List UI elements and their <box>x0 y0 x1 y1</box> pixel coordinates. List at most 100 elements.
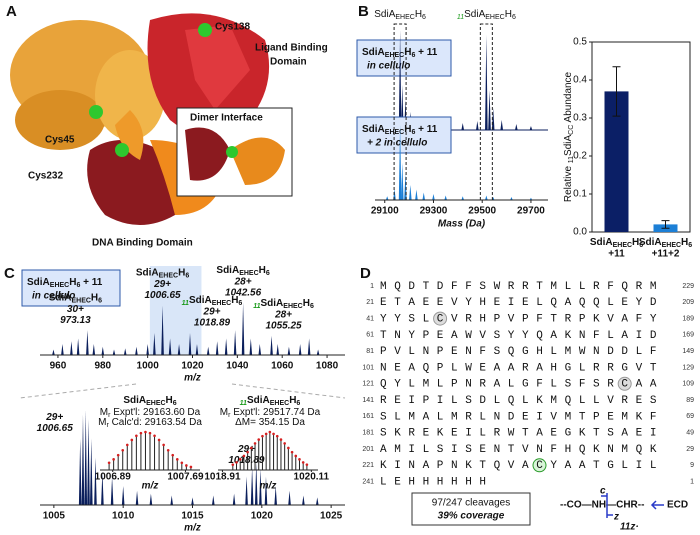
peak <box>168 338 172 355</box>
peak <box>510 197 513 200</box>
x-tick-label: 1006.89 <box>95 472 132 483</box>
sequence: YYSLCVRHPVPFTRPKVAFY <box>380 314 664 326</box>
isotope-dot <box>130 438 134 442</box>
peak <box>52 349 55 355</box>
residue-end: 89 <box>686 397 694 404</box>
structure-label: Domain <box>270 57 307 68</box>
y-tick-label: 0.2 <box>573 151 587 162</box>
peak <box>61 344 64 355</box>
label-part: SdiA <box>464 9 485 20</box>
summary: 97/247 cleavages <box>432 498 510 509</box>
x-axis-label: m/z <box>184 373 201 384</box>
label-subscript: EHEC <box>613 242 632 249</box>
isotope-dot <box>153 434 156 438</box>
sample-box <box>356 39 452 77</box>
residue-circle <box>433 311 448 326</box>
peak <box>264 476 268 505</box>
isotope-dot <box>264 432 268 436</box>
panel-label: C <box>4 265 15 282</box>
sample-label-line2: + 2 in cellulo <box>367 138 427 149</box>
isotope-dot <box>301 461 305 464</box>
info-line: Mr Expt'l: 29163.60 Da <box>100 407 201 419</box>
label-subscript: 6 <box>411 129 415 136</box>
y-tick-label: 0.0 <box>573 227 587 238</box>
isotope-dot <box>294 454 298 458</box>
structure-label: Cys138 <box>215 22 250 33</box>
label-part: M <box>100 407 108 418</box>
peak <box>270 335 273 355</box>
label-part: SdiA <box>563 134 574 155</box>
panel-label: A <box>6 3 17 20</box>
label-part: H <box>69 277 76 288</box>
residue-start: 61 <box>366 332 374 339</box>
peak <box>274 486 277 505</box>
label-subscript: r <box>228 412 231 419</box>
peak-mz: 1055.25 <box>265 320 302 331</box>
peak <box>224 338 228 355</box>
label-part: + 11 <box>415 47 437 58</box>
residue-circle <box>532 458 547 473</box>
isotope-dot <box>275 434 279 438</box>
residue-end: 129 <box>682 364 694 371</box>
residue-end: 229 <box>682 283 694 290</box>
label-part: SdiA <box>27 277 50 288</box>
isotope-dot <box>283 442 286 445</box>
peak <box>461 123 465 130</box>
label-subscript: 6 <box>639 242 643 249</box>
peak <box>476 121 479 130</box>
x-tick-label: 29500 <box>468 206 496 217</box>
residue-end: 169 <box>682 332 694 339</box>
isotope-dot <box>298 458 301 461</box>
peak <box>302 495 305 505</box>
peak <box>149 493 153 505</box>
peak <box>84 410 88 505</box>
sequence: ETAEEVYHEIELQAQQLEYD <box>380 297 664 309</box>
sequence: REIPILSDLQLKMQLLVRES <box>380 395 664 407</box>
protein-structure <box>10 13 293 225</box>
peak <box>211 495 215 505</box>
peak <box>485 195 488 200</box>
label-part: SdiA <box>362 47 385 58</box>
x-tick-label: 1020 <box>251 511 274 522</box>
peak-label: SdiAEHECH6 <box>374 9 426 21</box>
residue-end: 149 <box>682 348 694 355</box>
isotope-dot <box>175 458 179 461</box>
label-subscript: EHEC <box>239 270 258 277</box>
x-tick-label: 1025 <box>320 511 343 522</box>
peak <box>170 495 174 505</box>
peak <box>92 344 96 355</box>
label-part: SdiA <box>590 237 613 248</box>
scheme-z11: 11z· <box>620 522 639 533</box>
x-tick-label: 1005 <box>43 511 66 522</box>
panel-label: D <box>360 265 371 282</box>
label-part: H <box>231 295 238 306</box>
isotope-dot <box>246 450 249 454</box>
label-part: H <box>505 9 512 20</box>
peak-label: 11SdiAEHECH6 <box>182 295 243 307</box>
peak <box>153 333 156 355</box>
peak <box>254 462 258 505</box>
peak <box>215 341 219 355</box>
label-subscript: EHEC <box>283 303 302 310</box>
label-subscript: 6 <box>173 400 177 407</box>
peak <box>245 476 248 505</box>
peak <box>81 414 85 505</box>
sample-box <box>356 116 452 154</box>
label-part: H <box>259 264 266 275</box>
label-part: SdiA <box>136 267 159 278</box>
isotope-dot <box>287 446 290 450</box>
label-subscript: 6 <box>185 272 189 279</box>
sample-label-line2: in cellulo <box>32 291 75 302</box>
label-part: M <box>220 407 228 418</box>
residue-start: 121 <box>362 381 374 388</box>
label-subscript: EHEC <box>385 52 404 59</box>
label-part: H <box>303 297 310 308</box>
label-subscript: EHEC <box>395 14 414 21</box>
sample-label-line2: in cellulo <box>367 61 410 72</box>
peak <box>276 344 280 355</box>
summary-box <box>411 492 531 526</box>
label-subscript: 6 <box>76 282 80 289</box>
x-tick-label-line2: +11 <box>608 249 625 260</box>
x-tick-label: 29700 <box>517 206 545 217</box>
